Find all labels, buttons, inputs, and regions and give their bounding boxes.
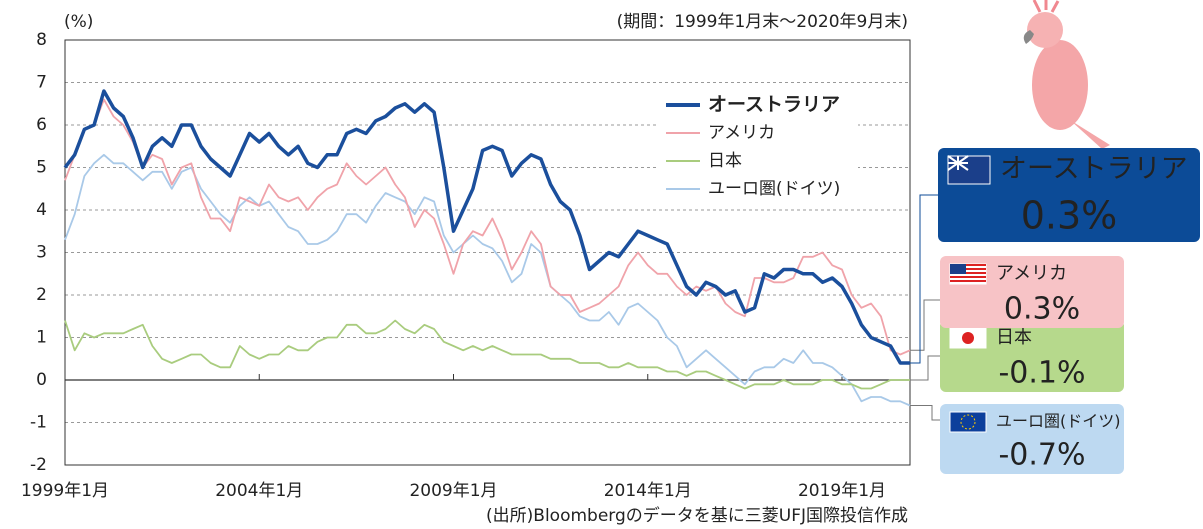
box-name: ユーロ圏(ドイツ) [996,412,1121,431]
connector [910,405,940,421]
flag-stars [960,414,976,430]
flag-cross [947,155,969,171]
flag-sun [962,332,974,344]
flag-stripe [950,268,986,270]
y-tick-label: 6 [36,115,47,135]
legend-label: ユーロ圏(ドイツ) [708,179,840,199]
period-note: (期間：1999年1月末～2020年9月末) [617,12,908,32]
parrot-illustration [1023,0,1110,149]
connector [910,355,940,381]
box-value: -0.1% [998,356,1085,391]
box-name: オーストラリア [1000,154,1188,185]
flag [949,411,987,433]
y-tick-label: 8 [36,30,47,50]
y-unit: (%) [64,12,93,32]
value-box [938,148,1200,242]
box-value: 0.3% [1021,194,1118,238]
y-tick-label: 4 [36,200,47,220]
box-value: 0.3% [1004,292,1080,327]
series-line [64,98,911,356]
y-tick-label: 1 [36,328,47,348]
legend-label: アメリカ [708,123,775,143]
box-value: -0.7% [998,438,1085,473]
x-tick-label: 2019年1月 [798,481,886,501]
y-tick-label: -2 [30,455,47,475]
legend-label: オーストラリア [708,94,840,116]
flag-canton [950,264,966,274]
box-name: アメリカ [996,263,1067,284]
flag-stripe [950,264,986,266]
y-tick-label: 5 [36,158,47,178]
box-name: 日本 [996,327,1032,348]
y-tick-label: 0 [36,370,47,390]
series-line [63,89,910,365]
connector [910,299,940,351]
flag-stripe [950,272,986,274]
series-line [64,319,910,390]
x-tick-label: 1999年1月 [21,481,109,501]
series-line [64,153,911,407]
x-tick-label: 2004年1月 [215,481,303,501]
legend-label: 日本 [708,151,742,171]
flag-stripe [950,276,986,278]
y-tick-label: 3 [36,243,47,263]
y-tick-label: -1 [30,413,47,433]
source-note: (出所)Bloombergのデータを基に三菱UFJ国際投信作成 [486,505,908,526]
y-tick-label: 7 [36,73,47,93]
x-tick-label: 2009年1月 [409,481,497,501]
y-tick-label: 2 [36,285,47,305]
flag-stripe [950,280,986,282]
x-tick-label: 2014年1月 [604,481,692,501]
connector [910,194,938,364]
plot-frame [64,39,911,466]
